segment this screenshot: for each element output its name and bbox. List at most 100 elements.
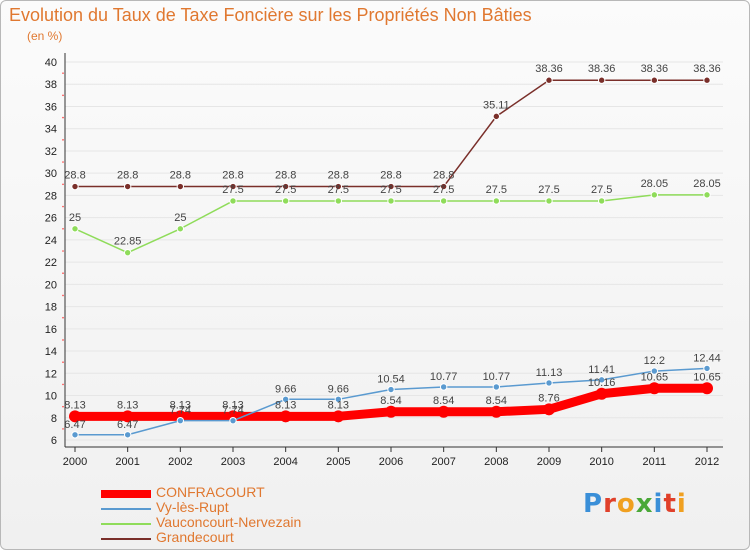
logo-letter: o (616, 489, 636, 519)
data-label-3: 28.8 (433, 170, 454, 182)
data-point-2 (650, 191, 659, 199)
data-point-1 (71, 431, 79, 439)
y-tick-label: 38 (45, 79, 57, 91)
data-point-0 (121, 410, 134, 423)
data-label-1: 6.47 (64, 419, 85, 431)
data-label-3: 28.8 (380, 170, 401, 182)
chart-title: Evolution du Taux de Taxe Foncière sur l… (9, 5, 532, 25)
data-point-0 (385, 405, 397, 418)
data-label-0: 10.16 (588, 377, 616, 389)
legend-swatch-vauconcourt-nervezain (101, 523, 151, 525)
data-point-2 (229, 197, 237, 205)
data-point-1 (387, 385, 395, 394)
y-tick-label: 24 (45, 235, 57, 247)
data-point-2 (281, 197, 290, 205)
legend-swatch-confracourt (101, 490, 151, 498)
data-point-3 (387, 182, 395, 191)
data-label-3: 28.8 (117, 170, 138, 182)
data-label-2: 27.5 (275, 184, 296, 196)
x-tick-label: 2006 (379, 456, 403, 468)
data-label-1: 11.41 (588, 364, 615, 376)
data-label-1: 12.44 (693, 352, 721, 364)
data-label-0: 10.65 (641, 371, 669, 383)
y-minor-tick (62, 183, 64, 186)
x-tick-label: 2008 (484, 456, 508, 468)
data-label-0: 8.13 (64, 399, 85, 411)
logo-letter: r (603, 489, 617, 519)
y-tick-label: 20 (45, 279, 57, 291)
data-label-3: 28.8 (222, 170, 243, 182)
data-label-3: 28.8 (170, 170, 191, 182)
data-point-0 (69, 410, 81, 423)
data-point-3 (439, 182, 448, 191)
y-tick-label: 36 (45, 101, 57, 113)
data-label-1: 12.2 (644, 355, 665, 367)
data-label-3: 35.11 (483, 99, 510, 111)
data-point-2 (334, 197, 343, 205)
data-point-0 (279, 410, 292, 423)
data-label-2: 22.85 (114, 236, 142, 248)
y-minor-tick (62, 116, 64, 119)
legend-swatch-vy-les-rupt (101, 508, 151, 510)
data-point-1 (334, 395, 343, 404)
data-label-2: 28.05 (641, 178, 669, 190)
data-point-3 (650, 76, 659, 84)
data-label-1: 9.66 (275, 383, 296, 395)
data-point-1 (650, 367, 659, 375)
data-label-2: 27.5 (538, 184, 559, 196)
y-minor-tick (62, 316, 64, 319)
logo-letter: i (653, 489, 664, 519)
y-minor-tick (62, 428, 64, 430)
data-point-2 (71, 225, 79, 233)
data-label-2: 27.5 (433, 184, 454, 196)
data-point-3 (176, 182, 185, 191)
data-point-2 (439, 197, 448, 205)
data-label-1: 10.54 (377, 374, 405, 386)
data-point-0 (490, 405, 503, 418)
data-point-3 (281, 182, 290, 191)
y-minor-tick (62, 227, 64, 230)
data-label-2: 25 (69, 212, 81, 224)
x-tick-label: 2012 (695, 456, 719, 468)
data-point-2 (176, 225, 185, 233)
y-tick-label: 22 (45, 257, 57, 269)
data-point-2 (597, 197, 606, 205)
y-tick-label: 40 (45, 57, 57, 69)
data-point-1 (439, 383, 448, 391)
legend-label-confracourt: CONFRACOURT (156, 484, 265, 500)
x-tick-label: 2005 (326, 456, 350, 468)
x-tick-label: 2011 (643, 456, 667, 468)
data-point-1 (176, 416, 185, 425)
data-point-3 (229, 182, 237, 191)
data-label-2: 27.5 (591, 184, 612, 196)
data-point-1 (229, 416, 237, 425)
data-label-0: 8.13 (170, 399, 191, 411)
data-label-0: 8.76 (538, 392, 559, 404)
data-label-2: 27.5 (380, 184, 401, 196)
data-label-0: 8.13 (222, 399, 243, 411)
data-point-3 (703, 76, 711, 84)
data-point-1 (281, 395, 290, 404)
data-point-3 (71, 182, 79, 191)
x-tick-label: 2004 (273, 456, 297, 468)
data-label-1: 11.13 (536, 367, 563, 379)
data-point-0 (701, 382, 713, 395)
x-tick-label: 2001 (115, 456, 139, 468)
y-tick-label: 12 (45, 368, 57, 380)
proxiti-logo: Proxiti (583, 489, 687, 519)
y-minor-tick (62, 205, 64, 208)
y-tick-label: 6 (51, 435, 57, 447)
data-label-2: 27.5 (328, 184, 349, 196)
data-label-3: 28.8 (328, 170, 349, 182)
data-point-2 (387, 197, 395, 205)
data-point-1 (492, 383, 501, 391)
y-minor-tick (62, 139, 64, 141)
y-tick-label: 18 (45, 302, 57, 314)
y-tick-label: 26 (45, 213, 57, 225)
y-tick-label: 10 (45, 391, 57, 403)
data-point-3 (492, 112, 501, 121)
legend-label-vauconcourt-nervezain: Vauconcourt-Nervezain (156, 514, 302, 530)
data-label-0: 8.13 (328, 399, 349, 411)
